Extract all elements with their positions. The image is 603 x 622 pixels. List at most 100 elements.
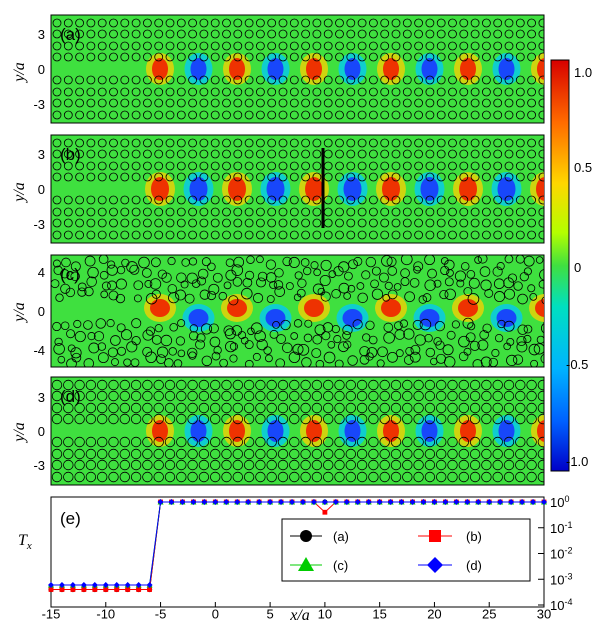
rod: [116, 323, 126, 333]
rod: [481, 110, 491, 120]
rod: [52, 149, 62, 159]
rod: [289, 110, 299, 120]
rod: [232, 471, 244, 483]
field-lobe: [460, 58, 476, 80]
rod: [187, 448, 198, 460]
rod: [97, 172, 107, 182]
rod: [63, 459, 74, 471]
rod: [165, 98, 175, 108]
field-lobe: [420, 177, 439, 201]
rod: [243, 471, 255, 483]
rod: [198, 471, 210, 483]
rod: [342, 324, 353, 336]
rod: [301, 110, 311, 120]
rod: [312, 52, 322, 62]
rod: [176, 110, 186, 120]
rod: [335, 207, 344, 217]
rod: [156, 354, 166, 365]
rod: [252, 292, 264, 304]
transmission-series: [48, 499, 547, 593]
rod: [402, 207, 412, 217]
rod: [119, 390, 131, 402]
rod: [120, 98, 130, 108]
rod: [109, 230, 118, 240]
rod: [97, 207, 107, 217]
rod: [470, 87, 480, 97]
rod: [276, 334, 287, 344]
rod: [269, 329, 279, 339]
rod: [503, 320, 515, 332]
rod: [311, 448, 323, 460]
rod: [154, 41, 164, 51]
ytick-exponent: 0: [564, 494, 569, 504]
rod: [142, 138, 152, 148]
ytick: -4: [33, 343, 45, 358]
rod: [86, 87, 96, 97]
rod: [435, 340, 445, 350]
rod: [164, 448, 176, 460]
rod: [402, 448, 413, 460]
rod: [311, 436, 323, 448]
rod: [165, 149, 175, 159]
rod: [459, 110, 469, 120]
yticks-d: 3 0 -3: [33, 390, 45, 473]
rod: [380, 207, 390, 217]
rod: [301, 207, 311, 217]
rod: [503, 413, 515, 425]
rod: [210, 195, 220, 205]
rod: [403, 355, 414, 365]
rod: [493, 41, 503, 51]
field-lobe: [229, 420, 245, 442]
field-lobes-c: [144, 294, 544, 332]
rod: [277, 402, 289, 414]
rod: [312, 218, 322, 228]
rod: [130, 448, 142, 460]
rod: [504, 75, 514, 85]
rod: [323, 471, 334, 483]
rod: [436, 18, 446, 28]
rod: [165, 52, 175, 62]
rod: [323, 87, 333, 97]
rod: [436, 138, 446, 148]
legend-entry-c: (c): [290, 557, 348, 573]
rod: [342, 331, 351, 340]
rod: [289, 218, 299, 228]
rod: [448, 218, 457, 228]
rod: [448, 52, 457, 62]
rod: [176, 207, 186, 217]
rod: [243, 379, 255, 391]
rod: [285, 282, 294, 291]
data-point: [113, 581, 120, 588]
rod: [289, 52, 299, 62]
rod: [538, 161, 544, 171]
rod: [244, 340, 254, 350]
rod: [154, 18, 164, 28]
rod: [469, 402, 481, 414]
rod: [451, 320, 460, 329]
rod: [142, 172, 152, 182]
rod: [74, 390, 85, 402]
rod: [120, 41, 130, 51]
rod: [142, 195, 152, 205]
rod: [200, 323, 213, 335]
rod: [153, 413, 164, 425]
rod: [436, 161, 446, 171]
rod: [526, 471, 537, 483]
rod: [459, 149, 469, 159]
rod: [265, 354, 273, 363]
rod: [425, 110, 435, 120]
rod: [459, 161, 469, 171]
data-point: [278, 499, 285, 505]
rod: [210, 218, 220, 228]
rod: [175, 336, 186, 346]
rod: [188, 52, 198, 62]
rod: [131, 29, 141, 39]
rod: [232, 390, 244, 402]
rod: [187, 436, 198, 448]
rod: [84, 286, 94, 297]
rod: [311, 348, 322, 359]
rod: [109, 195, 118, 205]
yticks-a: 3 0 -3: [33, 27, 45, 112]
rod: [413, 459, 424, 471]
rod: [323, 230, 333, 240]
